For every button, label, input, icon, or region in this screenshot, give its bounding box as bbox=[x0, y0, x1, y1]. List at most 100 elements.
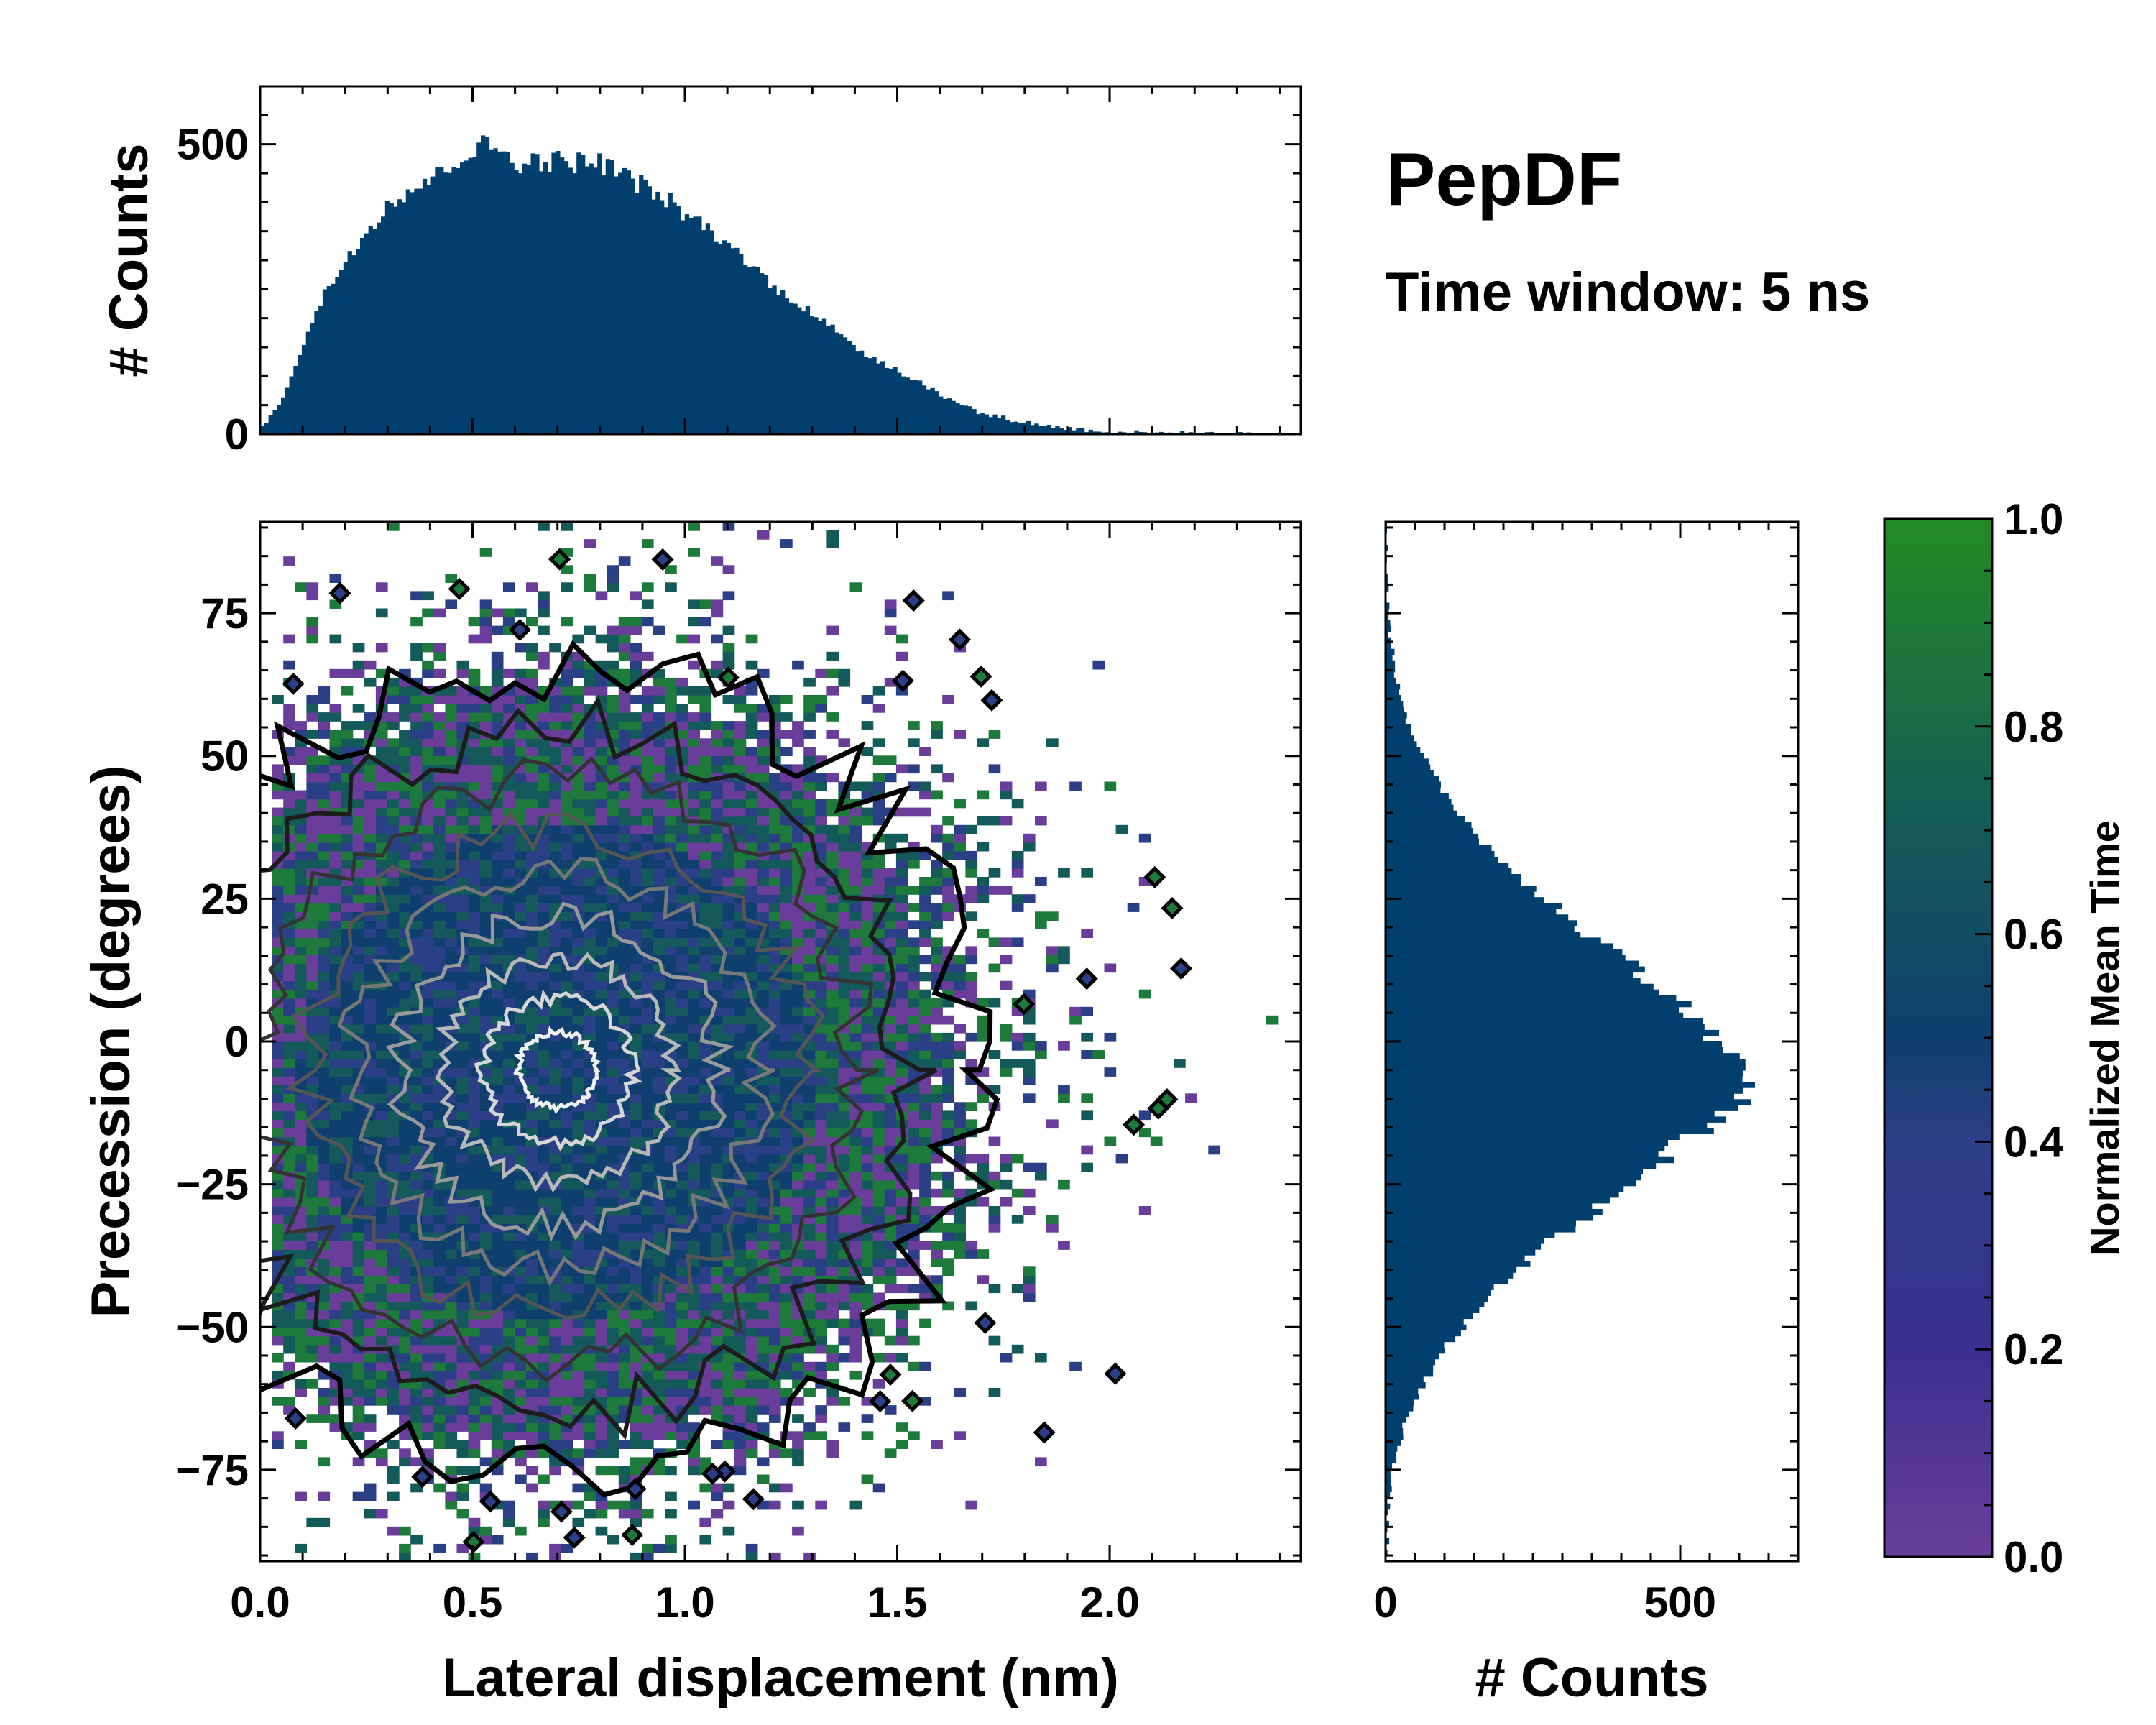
heatmap-cell bbox=[607, 1102, 619, 1111]
heatmap-cell bbox=[757, 1206, 770, 1215]
heatmap-cell bbox=[665, 686, 677, 696]
top-histogram-bar bbox=[526, 165, 531, 434]
heatmap-cell bbox=[745, 712, 758, 722]
heatmap-cell bbox=[607, 868, 619, 878]
heatmap-cell bbox=[849, 1353, 862, 1363]
heatmap-cell bbox=[433, 946, 446, 956]
heatmap-cell bbox=[306, 903, 319, 912]
heatmap-cell bbox=[618, 1370, 631, 1380]
heatmap-cell bbox=[272, 1128, 284, 1138]
heatmap-cell bbox=[364, 1093, 377, 1103]
top-histogram-bar bbox=[535, 154, 540, 434]
heatmap-cell bbox=[364, 1509, 377, 1519]
heatmap-cell bbox=[445, 1431, 458, 1440]
heatmap-cell bbox=[295, 1119, 307, 1129]
heatmap-cell bbox=[815, 1318, 827, 1328]
heatmap-cell bbox=[352, 1154, 365, 1164]
heatmap-cell bbox=[595, 989, 608, 999]
heatmap-cell bbox=[538, 1397, 550, 1406]
heatmap-cell bbox=[676, 824, 688, 834]
heatmap-cell bbox=[757, 816, 770, 826]
heatmap-cell bbox=[352, 1379, 365, 1389]
heatmap-cell bbox=[375, 1284, 388, 1294]
heatmap-cell bbox=[352, 1258, 365, 1267]
heatmap-cell bbox=[283, 868, 295, 878]
heatmap-cell bbox=[295, 755, 307, 765]
heatmap-cell bbox=[479, 1188, 492, 1198]
heatmap-cell bbox=[584, 1431, 596, 1440]
heatmap-cell bbox=[584, 842, 596, 852]
heatmap-cell bbox=[295, 1353, 307, 1363]
heatmap-cell bbox=[272, 1006, 284, 1016]
heatmap-cell bbox=[538, 721, 550, 730]
heatmap-cell bbox=[399, 903, 411, 912]
heatmap-cell bbox=[653, 816, 665, 826]
heatmap-cell bbox=[826, 1093, 839, 1103]
heatmap-cell bbox=[538, 1517, 550, 1527]
heatmap-cell bbox=[757, 877, 770, 886]
heatmap-cell bbox=[502, 842, 515, 852]
heatmap-cell bbox=[849, 824, 862, 834]
heatmap-cell bbox=[780, 868, 793, 878]
heatmap-cell bbox=[595, 1318, 608, 1328]
heatmap-cell bbox=[399, 1258, 411, 1267]
heatmap-cell bbox=[445, 1335, 458, 1346]
heatmap-cell bbox=[479, 625, 492, 635]
heatmap-cell bbox=[803, 781, 816, 791]
heatmap-cell bbox=[803, 1223, 816, 1233]
heatmap-cell bbox=[584, 1370, 596, 1380]
heatmap-cell bbox=[826, 1188, 839, 1198]
heatmap-cell bbox=[515, 1171, 527, 1181]
heatmap-cell bbox=[515, 1335, 527, 1346]
heatmap-cell bbox=[849, 998, 862, 1008]
heatmap-cell bbox=[815, 1145, 827, 1155]
heatmap-cell bbox=[745, 704, 758, 713]
heatmap-cell bbox=[410, 1102, 423, 1111]
heatmap-cell bbox=[780, 730, 793, 739]
heatmap-cell bbox=[780, 886, 793, 895]
heatmap-cell bbox=[538, 972, 550, 982]
heatmap-cell bbox=[526, 738, 538, 748]
heatmap-cell bbox=[688, 1258, 700, 1267]
heatmap-cell bbox=[468, 1110, 481, 1121]
heatmap-cell bbox=[699, 1102, 712, 1111]
heatmap-cell bbox=[630, 911, 642, 921]
heatmap-cell bbox=[572, 704, 585, 713]
heatmap-cell bbox=[722, 1526, 735, 1536]
heatmap-cell bbox=[849, 850, 862, 860]
heatmap-cell bbox=[445, 929, 458, 938]
heatmap-cell bbox=[792, 781, 804, 791]
heatmap-cell bbox=[734, 1232, 747, 1241]
heatmap-cell bbox=[538, 1335, 550, 1346]
heatmap-cell bbox=[665, 1379, 677, 1389]
heatmap-cell bbox=[433, 824, 446, 834]
heatmap-cell bbox=[549, 1197, 561, 1207]
heatmap-cell bbox=[688, 1024, 700, 1034]
heatmap-cell bbox=[676, 833, 688, 843]
heatmap-cell bbox=[688, 1318, 700, 1328]
heatmap-cell bbox=[387, 1388, 400, 1397]
heatmap-cell bbox=[456, 989, 469, 999]
heatmap-cell bbox=[618, 1241, 631, 1250]
heatmap-cell bbox=[815, 1431, 827, 1440]
heatmap-cell bbox=[803, 1162, 816, 1172]
heatmap-cell bbox=[364, 894, 377, 903]
heatmap-cell bbox=[618, 929, 631, 938]
heatmap-cell bbox=[699, 1136, 712, 1146]
heatmap-cell bbox=[515, 1266, 527, 1276]
heatmap-cell bbox=[572, 686, 585, 696]
top-histogram-bar bbox=[551, 152, 556, 434]
heatmap-cell bbox=[479, 686, 492, 696]
heatmap-cell bbox=[676, 894, 688, 903]
heatmap-cell bbox=[526, 1241, 538, 1250]
heatmap-cell bbox=[665, 1543, 677, 1553]
heatmap-cell bbox=[641, 704, 654, 713]
heatmap-cell bbox=[584, 1206, 596, 1215]
heatmap-cell bbox=[468, 704, 481, 713]
heatmap-cell bbox=[410, 790, 423, 800]
heatmap-cell bbox=[699, 1266, 712, 1276]
heatmap-cell bbox=[341, 721, 354, 730]
heatmap-cell bbox=[595, 799, 608, 809]
heatmap-cell bbox=[630, 868, 642, 878]
heatmap-cell bbox=[595, 591, 608, 601]
